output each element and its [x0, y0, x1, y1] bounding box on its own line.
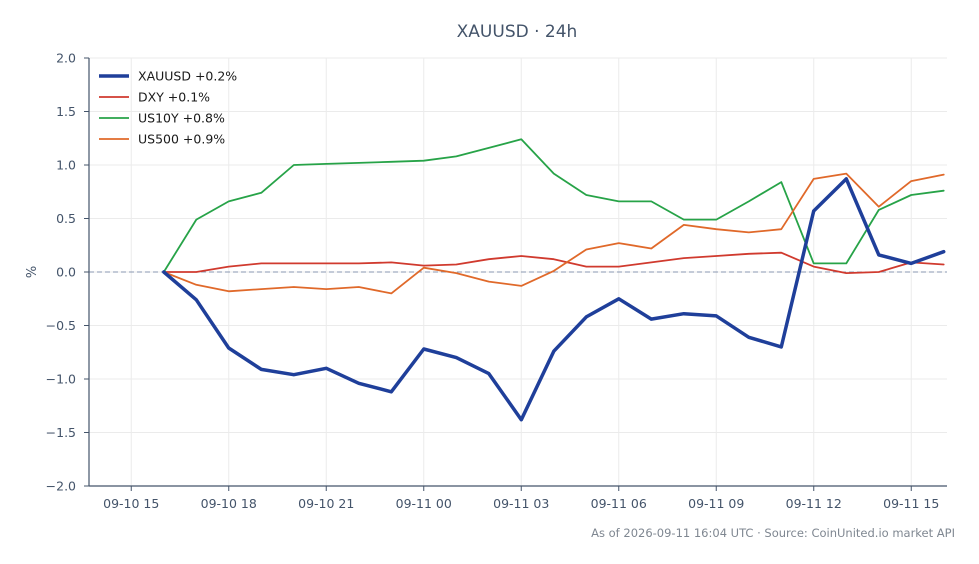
y-tick-label: −2.0	[46, 479, 76, 494]
series-line-us10y	[162, 138, 945, 273]
series-lines	[162, 138, 946, 422]
y-tick-label: 0.0	[56, 265, 76, 280]
x-tick-label: 09-11 09	[688, 496, 744, 511]
tick-labels: 2.0 1.5 1.0 0.5 0.0 −0.5 −1.0 −1.5 −2.0 09-10 15 0…	[46, 51, 940, 512]
y-tick-label: −0.5	[46, 318, 76, 333]
series-line-xauusd	[162, 177, 946, 422]
x-tick-label: 09-11 12	[786, 496, 842, 511]
footer-source-note: As of 2026-09-11 16:04 UTC · Source: Coi…	[591, 526, 955, 540]
legend: XAUUSD +0.2% DXY +0.1% US10Y +0.8% US500 +0…	[99, 69, 237, 147]
x-tick-label: 09-11 00	[396, 496, 452, 511]
x-tick-label: 09-11 15	[883, 496, 939, 511]
x-tick-label: 09-10 15	[103, 496, 159, 511]
legend-label: DXY +0.1%	[138, 90, 210, 105]
x-tick-label: 09-10 21	[298, 496, 354, 511]
series-line-dxy	[162, 251, 945, 275]
series-line-us500	[162, 172, 945, 295]
y-tick-label: 2.0	[56, 51, 76, 66]
y-tick-label: 1.5	[56, 104, 76, 119]
chart-title: XAUUSD · 24h	[457, 22, 578, 42]
y-axis-label: %	[25, 266, 40, 278]
x-tick-label: 09-10 18	[201, 496, 257, 511]
y-tick-label: −1.0	[46, 372, 76, 387]
y-tick-label: 0.5	[56, 211, 76, 226]
legend-label: XAUUSD +0.2%	[138, 69, 237, 84]
y-tick-label: −1.5	[46, 425, 76, 440]
legend-label: US10Y +0.8%	[138, 111, 225, 126]
x-tick-label: 09-11 03	[493, 496, 549, 511]
legend-label: US500 +0.9%	[138, 132, 225, 147]
y-tick-label: 1.0	[56, 158, 76, 173]
x-tick-label: 09-11 06	[591, 496, 647, 511]
